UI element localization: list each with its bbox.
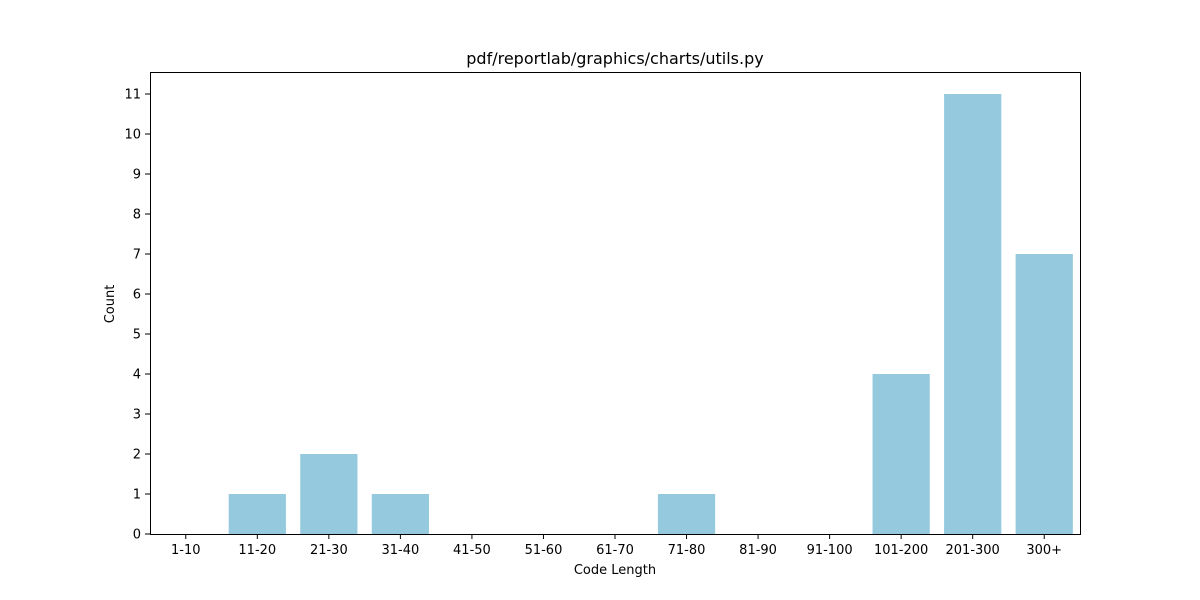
y-tick-label: 2 bbox=[133, 448, 141, 463]
x-tick-label: 21-30 bbox=[310, 543, 348, 558]
x-tick-label: 31-40 bbox=[381, 543, 419, 558]
y-tick-label: 11 bbox=[124, 88, 141, 103]
bar-101-200 bbox=[872, 374, 930, 534]
y-tick-label: 0 bbox=[133, 528, 141, 543]
chart-title: pdf/reportlab/graphics/charts/utils.py bbox=[466, 49, 763, 68]
y-tick-label: 1 bbox=[133, 488, 141, 503]
y-tick-label: 6 bbox=[133, 288, 141, 303]
bar-201-300 bbox=[944, 94, 1002, 534]
bars-layer bbox=[228, 94, 1073, 534]
y-tick-label: 4 bbox=[133, 368, 141, 383]
x-tick-label: 41-50 bbox=[453, 543, 491, 558]
y-axis: 0 1 2 3 4 5 6 7 8 9 10 11 bbox=[124, 88, 150, 543]
y-tick-label: 7 bbox=[133, 248, 141, 263]
x-tick-label: 61-70 bbox=[596, 543, 634, 558]
x-tick-label: 91-100 bbox=[807, 543, 853, 558]
y-tick-label: 3 bbox=[133, 408, 141, 423]
bar-11-20 bbox=[228, 494, 286, 534]
x-axis: 1-10 11-20 21-30 31-40 41-50 51-60 61-70 71-80 8… bbox=[171, 534, 1062, 558]
y-axis-label: Count bbox=[103, 285, 118, 324]
y-tick-label: 8 bbox=[133, 208, 141, 223]
y-tick-label: 5 bbox=[133, 328, 141, 343]
x-tick-label: 201-300 bbox=[946, 543, 1000, 558]
y-tick-label: 9 bbox=[133, 168, 141, 183]
x-tick-label: 51-60 bbox=[525, 543, 563, 558]
x-tick-label: 11-20 bbox=[238, 543, 276, 558]
x-tick-label: 81-90 bbox=[739, 543, 777, 558]
bar-31-40 bbox=[371, 494, 429, 534]
x-tick-label: 300+ bbox=[1026, 543, 1062, 558]
x-tick-label: 1-10 bbox=[171, 543, 201, 558]
x-axis-label: Code Length bbox=[574, 563, 656, 578]
plot-frame bbox=[150, 72, 1081, 535]
x-tick-label: 101-200 bbox=[874, 543, 928, 558]
bar-21-30 bbox=[300, 454, 358, 534]
y-tick-label: 10 bbox=[124, 128, 141, 143]
x-tick-label: 71-80 bbox=[668, 543, 706, 558]
bar-300+ bbox=[1015, 254, 1073, 534]
bar-71-80 bbox=[657, 494, 716, 534]
